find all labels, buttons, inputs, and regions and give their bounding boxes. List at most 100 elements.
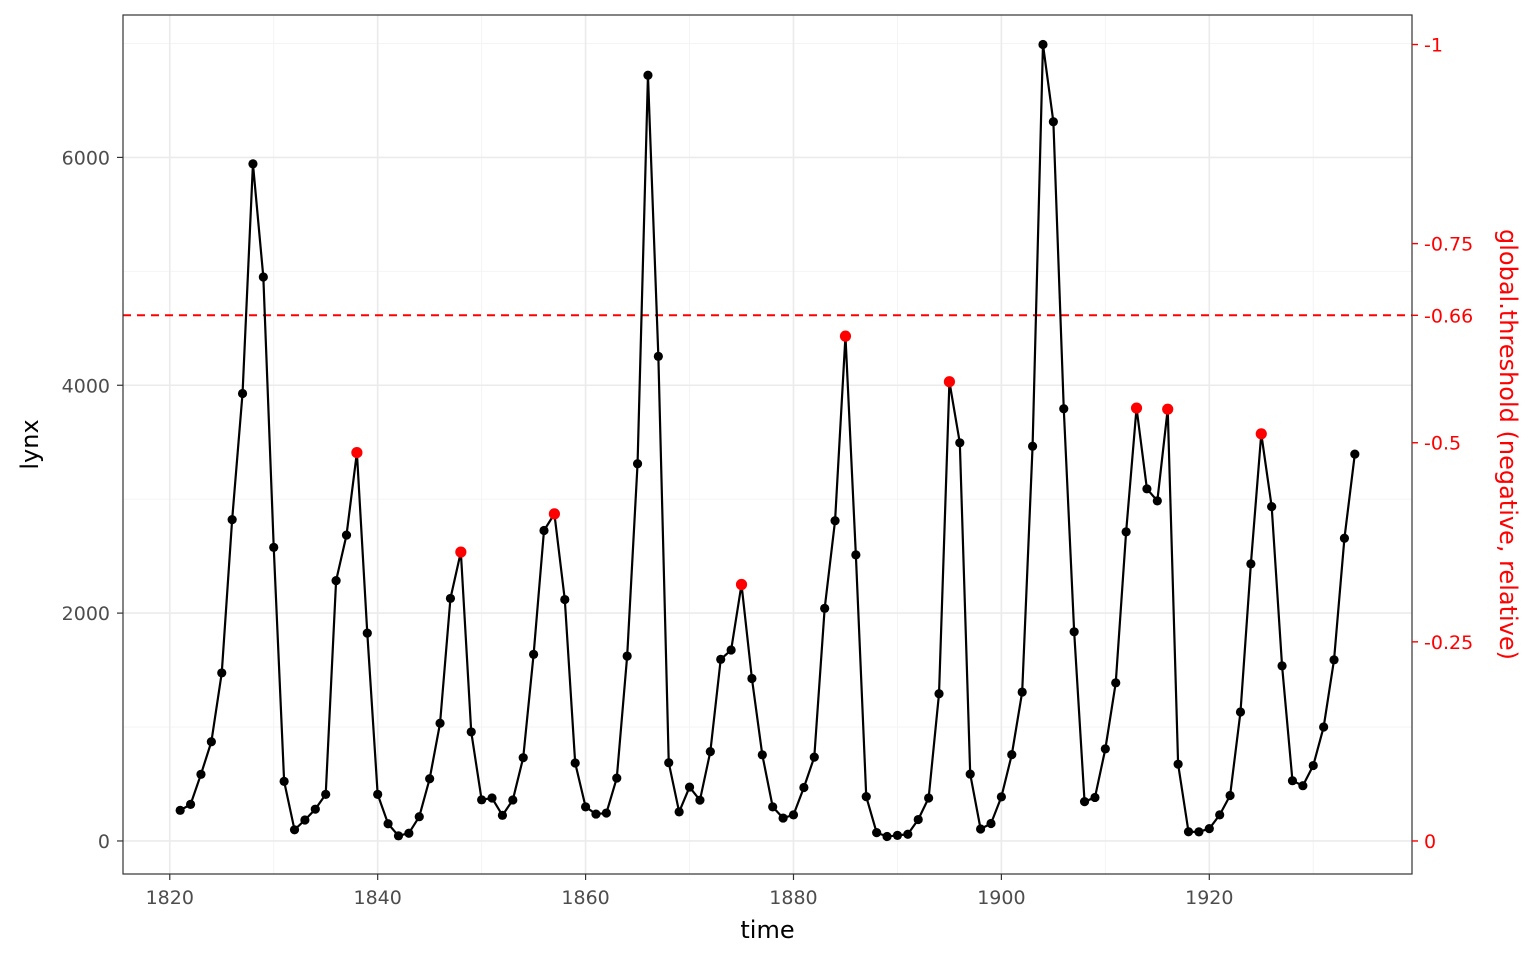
data-point [903,829,913,839]
x-tick-label: 1840 [354,887,402,909]
data-point [1100,744,1110,754]
data-point [373,789,383,799]
highlight-point [1130,402,1143,414]
data-point [497,810,508,820]
highlight-point [735,578,748,591]
data-point [289,825,300,835]
data-point [227,514,237,525]
data-point [788,810,799,820]
data-point [383,819,393,829]
data-point [1298,781,1308,791]
data-point [466,727,476,737]
y-axis-title: lynx [16,419,44,469]
data-point [580,802,591,812]
y2-tick-label: -0.66 [1424,305,1473,327]
series-layer [179,43,1356,838]
highlight-point [455,546,467,558]
data-point [612,773,622,783]
data-point [435,718,445,728]
data-point [321,789,331,799]
grid-major [123,15,1412,874]
data-point [1038,39,1048,50]
data-point [768,802,778,812]
data-point [622,651,632,661]
data-point [310,804,320,814]
data-point [1277,661,1287,671]
x-tick-label: 1860 [561,887,609,909]
data-point [1121,527,1131,537]
data-point [934,689,944,699]
data-point [1059,404,1069,414]
y-tick-label: 4000 [62,375,110,397]
data-point [976,824,986,834]
data-point [248,159,258,169]
data-point [1069,627,1079,637]
data-point [362,628,372,638]
data-point [217,668,227,678]
y2-tick-label: -0.75 [1424,234,1473,256]
data-point [1183,827,1194,837]
data-point [404,828,414,838]
data-point [965,769,975,779]
data-point [269,542,279,552]
data-point [393,831,404,841]
data-point [955,438,965,448]
data-point [539,525,549,536]
data-point [1319,722,1329,732]
data-point [778,813,788,823]
data-point [1194,827,1204,837]
data-point [279,776,289,786]
x-axis: 1820 1840 1860 1880 1900 1920 [146,874,1233,909]
data-point [1225,790,1235,801]
data-point [872,828,882,838]
data-point [185,799,196,809]
data-point [237,388,248,399]
data-point [851,550,861,560]
y-tick-label: 6000 [62,147,110,169]
y2-tick-label: -0.25 [1424,632,1473,654]
data-point [861,792,871,802]
y2-tick-label: -0.5 [1424,433,1461,455]
data-point [601,808,611,818]
y-axis-left: 0 2000 4000 6000 [62,147,123,853]
data-point [425,774,435,784]
data-point [1287,776,1298,786]
data-point [477,795,487,805]
data-point [653,351,663,361]
data-point [1007,750,1017,760]
data-point [986,818,996,829]
data-point [1142,484,1152,494]
data-point [1235,707,1246,717]
data-point [1173,759,1183,769]
data-point [1111,678,1121,688]
highlight-point [351,446,363,459]
data-point [1152,496,1162,506]
data-point [206,737,216,747]
x-tick-label: 1900 [977,887,1025,909]
data-point [747,673,757,684]
y-axis-right: -1 -0.75 -0.66 -0.5 -0.25 0 [1412,35,1473,853]
data-point [341,530,352,540]
highlight-point [548,508,560,520]
data-point [1204,824,1214,834]
data-point [529,649,539,659]
highlight-point [1255,428,1267,440]
x-tick-label: 1880 [769,887,817,909]
data-point [684,782,695,792]
data-point [1308,760,1318,771]
data-point [820,603,830,613]
data-point [996,792,1006,802]
data-point [570,758,580,768]
data-point [882,831,892,842]
data-point [1339,533,1350,543]
data-point [913,814,923,825]
data-point [799,782,809,793]
data-point [892,830,903,840]
data-point [1350,449,1360,459]
data-point [695,795,705,805]
data-point [560,594,570,605]
highlight-point [943,376,956,388]
data-point [632,459,643,469]
